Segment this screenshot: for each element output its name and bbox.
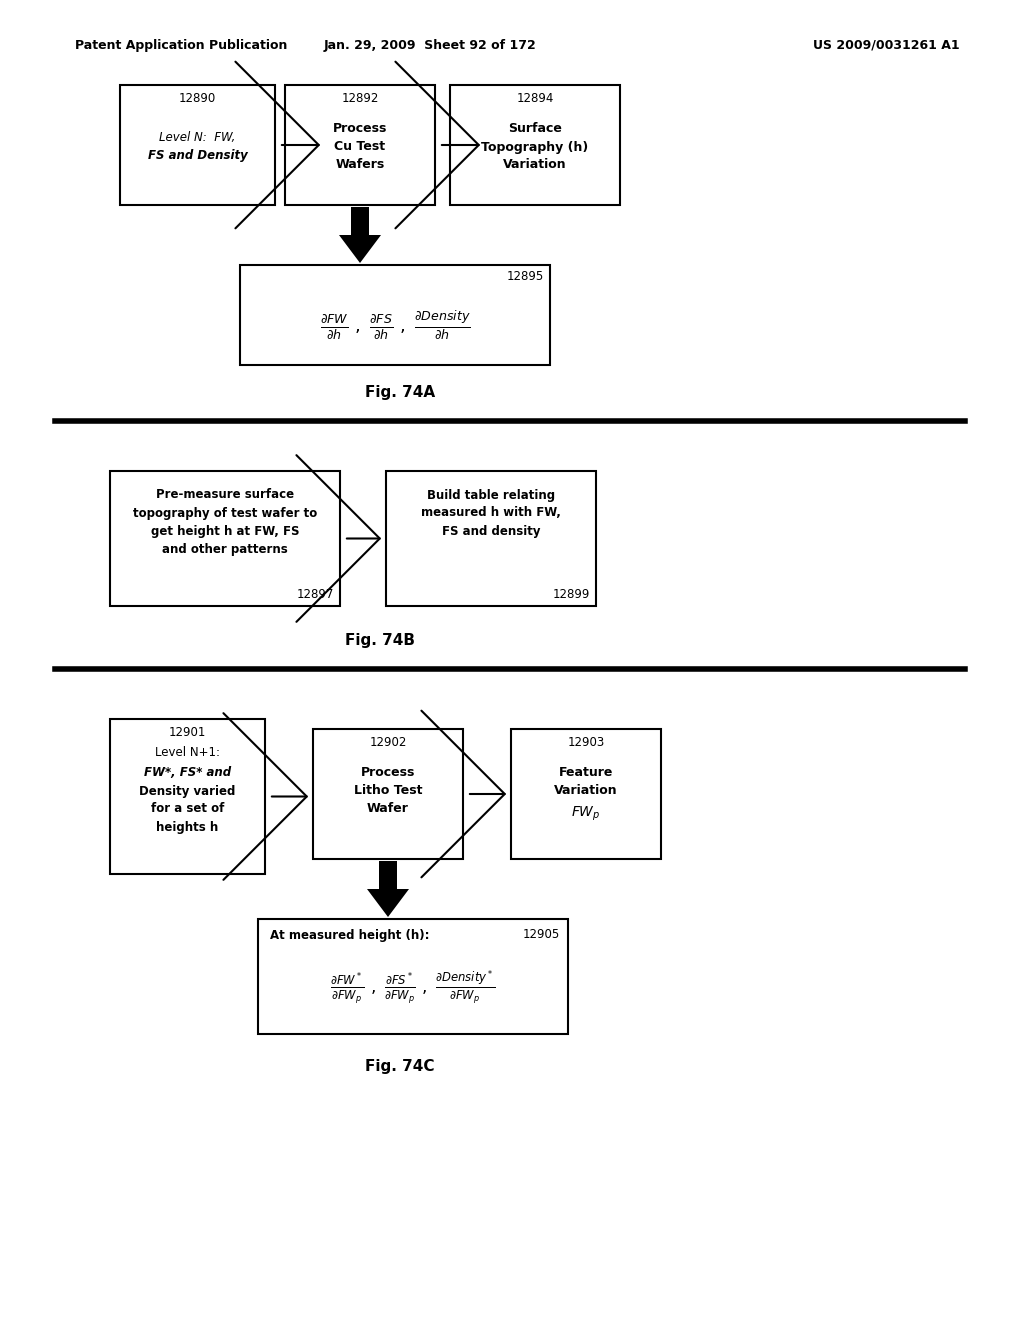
Text: 12897: 12897 [297, 587, 334, 601]
Text: 12903: 12903 [567, 737, 604, 750]
Bar [450, 84, 620, 205]
Text: Cu Test: Cu Test [335, 140, 386, 153]
Polygon shape [339, 235, 381, 263]
Text: $FW_p$: $FW_p$ [571, 805, 601, 824]
Text: 12905: 12905 [522, 928, 560, 941]
Text: FW*, FS* and: FW*, FS* and [144, 767, 231, 780]
Text: Patent Application Publication: Patent Application Publication [75, 38, 288, 51]
Text: US 2009/0031261 A1: US 2009/0031261 A1 [813, 38, 961, 51]
Text: $\frac{\partial FW}{\partial h}\ ,\ \frac{\partial FS}{\partial h}\ ,\ \frac{\pa: $\frac{\partial FW}{\partial h}\ ,\ \fra… [319, 309, 470, 341]
Text: 12895: 12895 [507, 271, 544, 284]
Text: Process: Process [360, 767, 415, 780]
Text: Variation: Variation [554, 784, 617, 797]
Bar [285, 84, 435, 205]
Text: 12892: 12892 [341, 92, 379, 106]
Text: heights h: heights h [157, 821, 219, 833]
Text: Density varied: Density varied [139, 784, 236, 797]
Bar [240, 265, 550, 366]
Bar [110, 471, 340, 606]
Text: Feature: Feature [559, 767, 613, 780]
Text: and other patterns: and other patterns [162, 543, 288, 556]
Bar [379, 861, 397, 888]
Text: $\frac{\partial FW^*}{\partial FW_p}\ ,\ \frac{\partial FS^*}{\partial FW_p}\ ,\: $\frac{\partial FW^*}{\partial FW_p}\ ,\… [330, 968, 496, 1006]
Text: Litho Test: Litho Test [353, 784, 422, 797]
Text: Pre-measure surface: Pre-measure surface [156, 488, 294, 502]
Text: Wafers: Wafers [336, 158, 385, 172]
Text: Fig. 74B: Fig. 74B [345, 634, 415, 648]
Text: Fig. 74A: Fig. 74A [365, 385, 435, 400]
Polygon shape [367, 888, 409, 917]
Bar [511, 729, 662, 859]
Text: Wafer: Wafer [367, 803, 409, 816]
Text: topography of test wafer to: topography of test wafer to [133, 507, 317, 520]
Text: 12899: 12899 [553, 587, 590, 601]
Text: Topography (h): Topography (h) [481, 140, 589, 153]
Text: At measured height (h):: At measured height (h): [270, 928, 429, 941]
Text: Build table relating: Build table relating [427, 488, 555, 502]
Text: 12890: 12890 [179, 92, 216, 106]
Bar [120, 84, 275, 205]
Text: 12894: 12894 [516, 92, 554, 106]
Bar [110, 719, 265, 874]
Text: Level N+1:: Level N+1: [155, 747, 220, 759]
Text: FS and Density: FS and Density [147, 149, 248, 161]
Text: measured h with FW,: measured h with FW, [421, 507, 561, 520]
Text: Fig. 74C: Fig. 74C [366, 1059, 435, 1073]
Text: Surface: Surface [508, 123, 562, 136]
Text: for a set of: for a set of [151, 803, 224, 816]
Bar [258, 919, 568, 1034]
Text: Level N:  FW,: Level N: FW, [160, 131, 236, 144]
Text: 12901: 12901 [169, 726, 206, 739]
Text: Variation: Variation [503, 158, 567, 172]
Text: Process: Process [333, 123, 387, 136]
Text: 12902: 12902 [370, 737, 407, 750]
Text: Jan. 29, 2009  Sheet 92 of 172: Jan. 29, 2009 Sheet 92 of 172 [324, 38, 537, 51]
Text: FS and density: FS and density [441, 524, 541, 537]
Bar [313, 729, 463, 859]
Text: get height h at FW, FS: get height h at FW, FS [151, 524, 299, 537]
Bar [386, 471, 596, 606]
Bar [350, 207, 370, 235]
